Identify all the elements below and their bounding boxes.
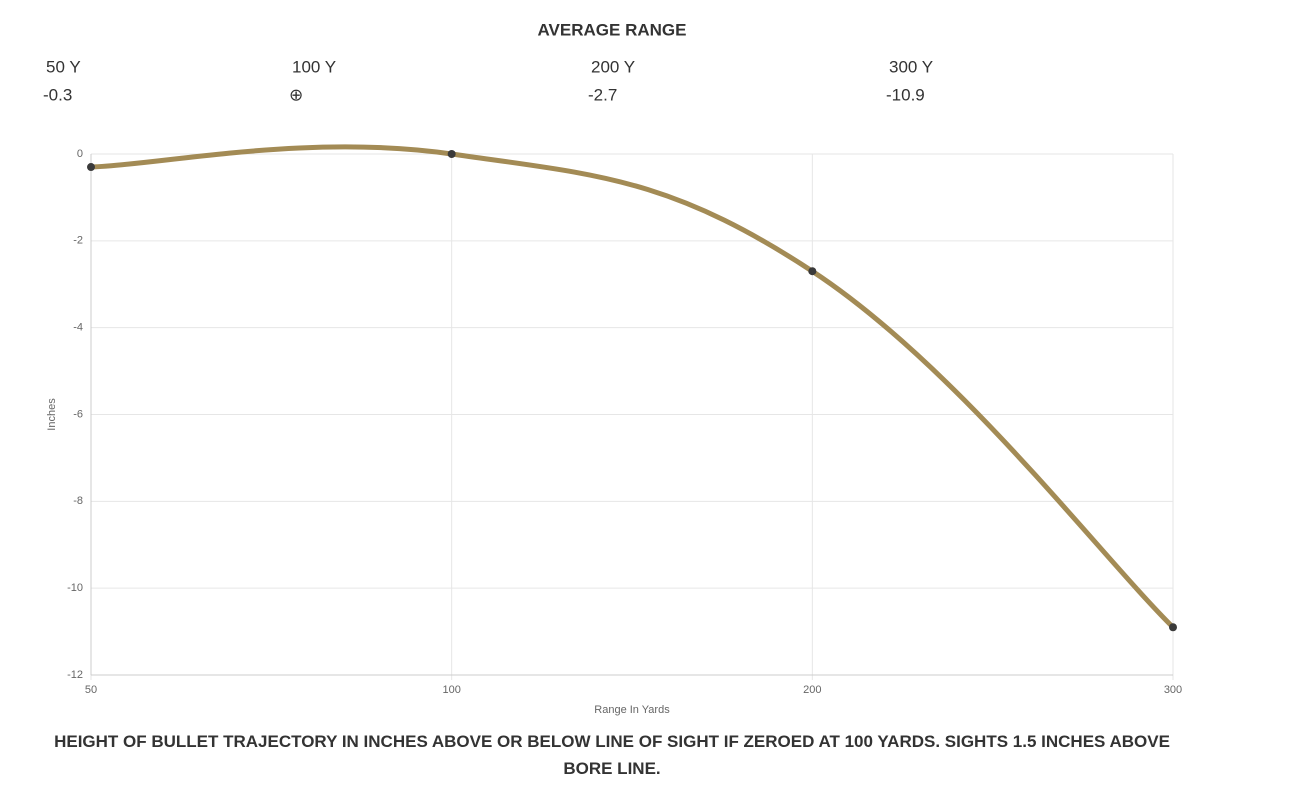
column-label: 300 Y <box>889 57 933 76</box>
column-label: 50 Y <box>46 57 81 76</box>
y-tick-label: -8 <box>73 495 83 507</box>
point <box>447 150 456 158</box>
y-tick-label: -10 <box>67 582 83 594</box>
column-label: 200 Y <box>591 57 635 76</box>
x-tick-label: 50 <box>85 684 97 696</box>
y-tick-label: 0 <box>77 148 83 160</box>
y-tick-label: -6 <box>73 408 83 420</box>
x-tick-label: 300 <box>1164 684 1182 696</box>
x-tick-label: 200 <box>803 684 821 696</box>
chart: AVERAGE RANGE 50 Y -0.3 100 Y ⊕ 200 Y -2.7 300… <box>43 20 1182 716</box>
point <box>808 267 817 276</box>
point <box>1169 623 1177 632</box>
line <box>90 144 1175 630</box>
column-value: -0.3 <box>43 85 72 104</box>
chart-title: AVERAGE RANGE <box>538 20 687 39</box>
y-tick-label: -4 <box>73 322 83 334</box>
column-value: ⊕ <box>289 85 303 104</box>
point <box>87 163 95 172</box>
y-tick-label: -12 <box>67 669 83 681</box>
caption: HEIGHT OF BULLET TRAJECTORY IN INCHES AB… <box>54 732 1170 778</box>
y-axis-label: Inches <box>46 398 58 431</box>
column-value: -2.7 <box>588 85 617 104</box>
y-tick-label: -2 <box>73 235 83 247</box>
x-axis-label: Range In Yards <box>594 704 670 716</box>
x-tick-label: 100 <box>442 684 460 696</box>
column-value: -10.9 <box>886 85 925 104</box>
column-label: 100 Y <box>292 57 336 76</box>
